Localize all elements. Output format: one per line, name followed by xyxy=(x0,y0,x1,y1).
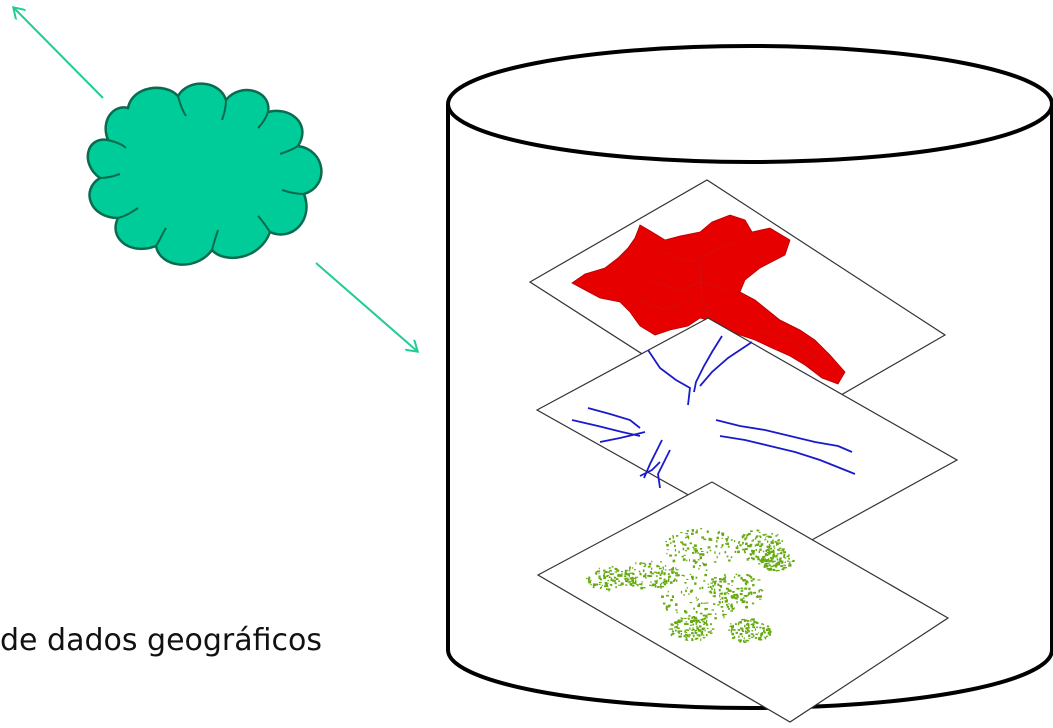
cloud-shape xyxy=(86,82,323,266)
layer-rivers xyxy=(535,317,959,553)
database-cylinder xyxy=(446,44,1053,710)
arrow-in xyxy=(315,262,417,351)
layer-vegetation xyxy=(536,481,950,723)
caption-label: de dados geográficos xyxy=(0,623,323,658)
cylinder-top xyxy=(446,44,1053,164)
layer-polygons xyxy=(528,179,947,437)
cylinder-body xyxy=(446,104,1053,710)
arrow-out xyxy=(14,8,104,99)
